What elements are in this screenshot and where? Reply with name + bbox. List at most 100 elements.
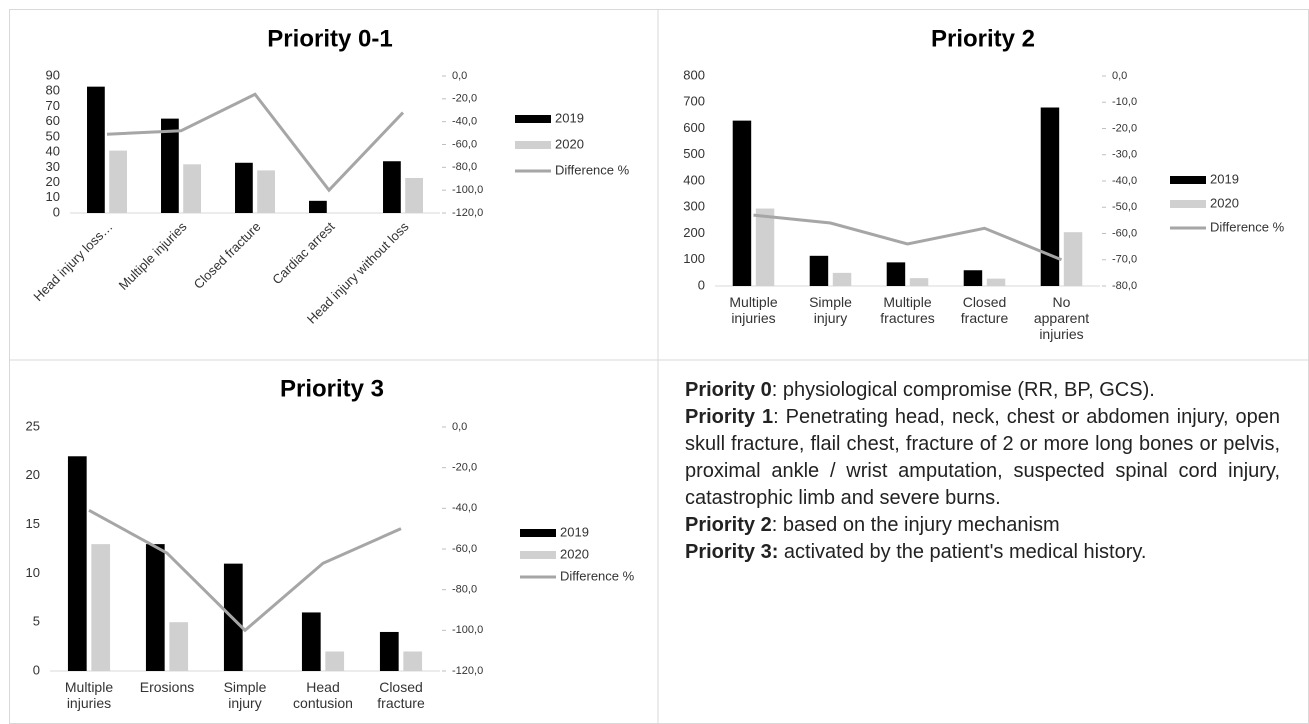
y2-tick-label: -60,0 [452,138,477,150]
x-tick-label: Closed fracture [191,219,264,292]
y-tick-label: 0 [33,662,40,677]
note-text: : physiological compromise (RR, BP, GCS)… [771,379,1155,401]
y2-tick-label: -20,0 [1112,122,1137,134]
bar [909,278,929,286]
x-tick-label: Simple injury [223,679,267,711]
legend-label: 2019 [1210,171,1239,186]
y2-tick-label: -100,0 [452,624,483,636]
y2-tick-label: -60,0 [1112,227,1137,239]
legend-label: 2020 [1210,195,1239,210]
bar [169,622,189,671]
bar [379,631,399,671]
note: Priority 3: activated by the patient's m… [685,539,1280,566]
bar [87,86,105,213]
y-tick-label: 25 [26,418,40,433]
legend-label: 2019 [555,110,584,125]
y2-tick-label: -40,0 [1112,175,1137,187]
y-tick-label: 0 [698,277,705,292]
legend-swatch [1170,200,1206,208]
x-tick-label: Simple injury [809,294,852,326]
y2-tick-label: 0,0 [1112,70,1127,82]
y-tick-label: 10 [46,189,60,204]
bar [257,170,275,213]
bar [986,278,1006,286]
y-tick-label: 15 [26,516,40,531]
note-label: Priority 1 [685,406,774,428]
x-tick-label: Cardiac arrest [269,219,338,288]
y2-tick-label: -40,0 [452,502,477,514]
bar [809,255,829,286]
y-tick-label: 30 [46,159,60,174]
y2-tick-label: -80,0 [1112,280,1137,292]
note-text: : based on the injury mechanism [771,514,1060,536]
legend-label: Difference % [560,568,635,583]
x-tick-label-box: Head contusion [293,679,353,711]
note-label: Priority 0 [685,379,772,401]
difference-line [88,509,402,633]
y-tick-label: 500 [683,146,705,161]
difference-line [753,213,1063,262]
bar [886,262,906,286]
y2-tick-label: -120,0 [452,665,483,677]
bar [1040,107,1060,286]
x-tick-label-box: Multiple injuries [729,294,778,326]
y-tick-label: 300 [683,199,705,214]
note: Priority 1: Penetrating head, neck, ches… [685,404,1280,512]
y-tick-label: 20 [26,467,40,482]
y-tick-label: 40 [46,144,60,159]
chart-title: Priority 0-1 [267,25,392,52]
legend-swatch [515,115,551,123]
x-tick-label: Head contusion [293,679,353,711]
y2-tick-label: -80,0 [452,584,477,596]
bar [325,651,345,671]
bar [67,456,87,671]
note-text: : Penetrating head, neck, chest or abdom… [685,406,1280,509]
x-tick-label-box: Multiple injuries [65,679,113,711]
difference-line [106,92,405,193]
y-tick-label: 400 [683,172,705,187]
notes: Priority 0: physiological compromise (RR… [685,377,1280,566]
y2-tick-label: -10,0 [1112,96,1137,108]
bar [832,272,852,286]
y2-tick-label: -40,0 [452,116,477,128]
x-tick-label: Erosions [139,679,195,695]
legend-swatch [520,551,556,559]
y-tick-label: 0 [53,204,60,219]
bar [183,164,201,213]
y2-tick-label: -100,0 [452,184,483,196]
x-tick-label: No apparent injuries [1033,294,1090,342]
y2-tick-label: -30,0 [1112,149,1137,161]
y-tick-label: 70 [46,98,60,113]
bar [161,118,179,213]
x-tick-label: Closed fracture [960,294,1009,326]
x-tick-label-box: Erosions [139,679,195,695]
legend-label: 2020 [555,136,584,151]
x-tick-label: Multiple fractures [880,294,935,326]
legend-label: Difference % [1210,219,1285,234]
x-tick-label: Multiple injuries [116,219,190,293]
y2-tick-label: -20,0 [452,93,477,105]
y-tick-label: 60 [46,113,60,128]
bar [755,208,775,286]
y2-tick-label: 0,0 [452,70,467,82]
y-tick-label: 10 [26,565,40,580]
y2-tick-label: 0,0 [452,421,467,433]
bar [732,120,752,286]
legend-label: 2020 [560,546,589,561]
bar [1063,232,1083,286]
bar [301,612,321,671]
x-tick-label: Multiple injuries [729,294,778,326]
x-tick-label-box: Simple injury [223,679,267,711]
y2-tick-label: -60,0 [452,543,477,555]
y-tick-label: 80 [46,83,60,98]
x-tick-label-box: No apparent injuries [1033,294,1090,342]
x-tick-label: Head injury loss… [30,219,115,304]
y2-tick-label: -80,0 [452,161,477,173]
chart-title: Priority 3 [280,375,384,402]
x-tick-label-box: Closed fracture [960,294,1009,326]
y2-tick-label: -70,0 [1112,254,1137,266]
bar [963,270,983,286]
x-tick-label-box: Multiple fractures [880,294,935,326]
